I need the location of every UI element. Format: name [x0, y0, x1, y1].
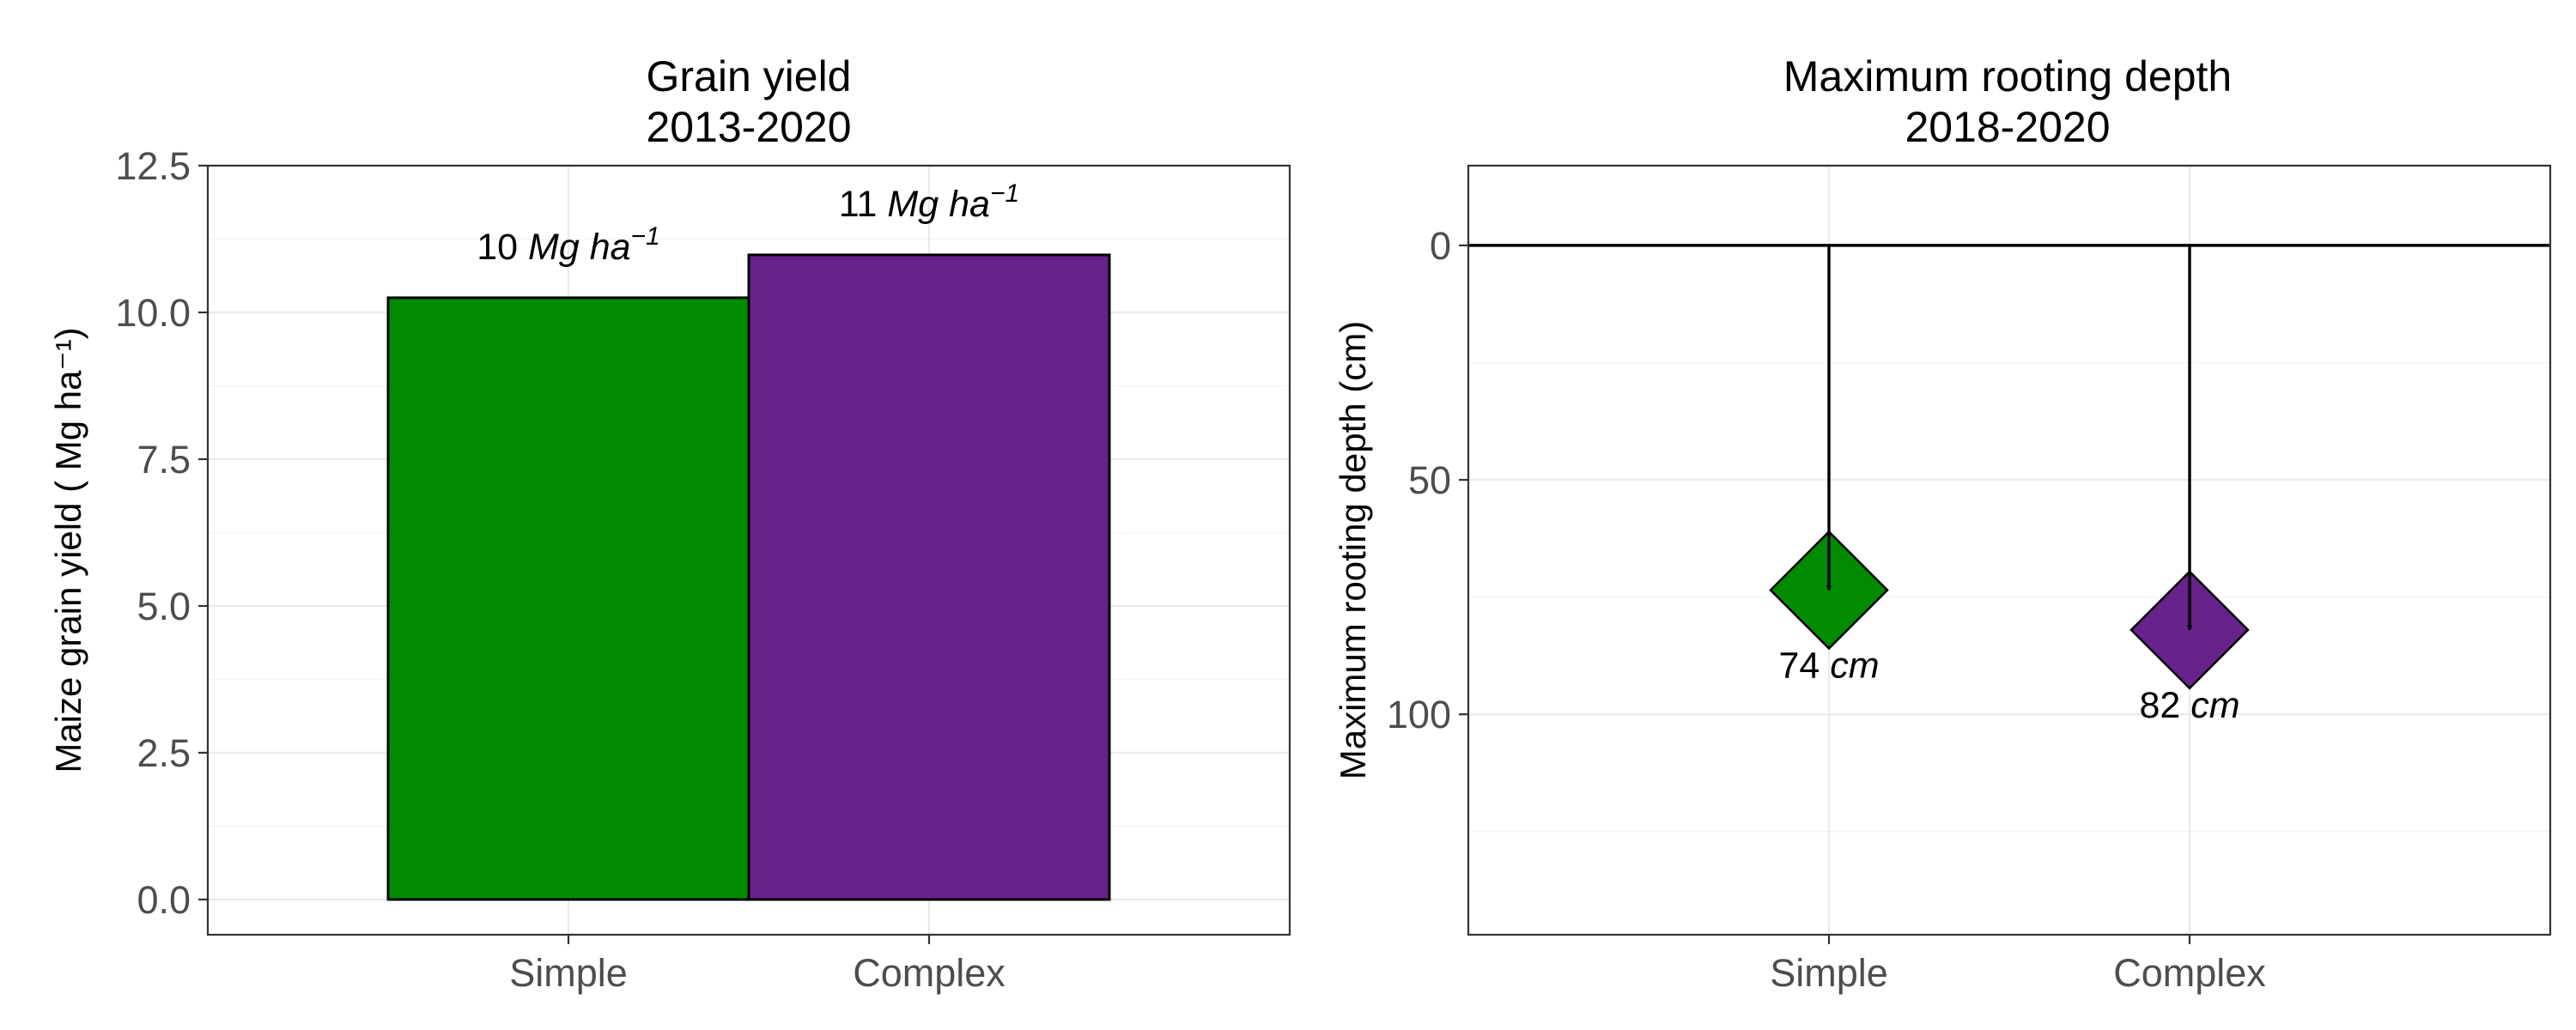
- grain-yield-y-tick-label: 7.5: [137, 438, 191, 482]
- rooting-depth-title-line-2: 2018-2020: [1905, 103, 2110, 151]
- rooting-depth-y-tick-label: 50: [1408, 458, 1451, 502]
- bar-simple: [386, 296, 750, 901]
- grain-yield-y-axis-label: Maize grain yield ( Mg ha⁻¹): [48, 327, 88, 772]
- bar-complex: [747, 253, 1111, 901]
- rooting-depth-y-axis-label: Maximum rooting depth (cm): [1333, 321, 1373, 780]
- grain-yield-x-tick-label-simple: Simple: [509, 951, 628, 995]
- grain-yield-y-tick-label: 0.0: [137, 878, 191, 922]
- rooting-depth-panel: Maximum rooting depth 2018-2020 74 cm 82 …: [1333, 52, 2552, 995]
- grain-yield-title-line-2: 2013-2020: [646, 103, 851, 151]
- rooting-depth-y-tick-label: 100: [1387, 693, 1451, 736]
- data-label-complex: 82 cm: [2139, 685, 2239, 726]
- data-label-simple: 10 Mg ha−1: [477, 222, 660, 268]
- grain-yield-y-tick-label: 10.0: [115, 291, 191, 335]
- rooting-depth-title-line-1: Maximum rooting depth: [1783, 52, 2232, 100]
- grain-yield-axes: 0.0 2.5 5.0 7.5 10.0 12.5 Simple Complex: [115, 144, 1005, 995]
- rooting-depth-plot-frame: [1467, 164, 2552, 936]
- rooting-depth-gridlines: [1468, 166, 2550, 935]
- data-label-complex: 11 Mg ha−1: [839, 179, 1019, 225]
- grain-yield-y-tick-label: 2.5: [137, 731, 191, 775]
- grain-yield-y-tick-label: 12.5: [115, 144, 191, 188]
- rooting-depth-x-tick-label-complex: Complex: [2113, 951, 2266, 995]
- grain-yield-panel: Grain yield 2013-2020 10 Mg ha−1 11 Mg ha…: [48, 52, 1291, 995]
- grain-yield-x-tick-label-complex: Complex: [853, 951, 1005, 995]
- grain-yield-title-line-1: Grain yield: [647, 52, 852, 100]
- rooting-depth-markers: 74 cm 82 cm: [1468, 244, 2550, 726]
- grain-yield-plot-frame: [206, 164, 1291, 936]
- data-label-simple: 74 cm: [1778, 645, 1879, 686]
- grain-yield-bars: 10 Mg ha−1 11 Mg ha−1: [386, 179, 1111, 901]
- rooting-depth-axes: 0 50 100 Simple Complex: [1387, 224, 2266, 995]
- rooting-depth-y-tick-label: 0: [1430, 224, 1451, 268]
- rooting-depth-x-tick-label-simple: Simple: [1770, 951, 1888, 995]
- grain-yield-y-tick-label: 5.0: [137, 585, 191, 628]
